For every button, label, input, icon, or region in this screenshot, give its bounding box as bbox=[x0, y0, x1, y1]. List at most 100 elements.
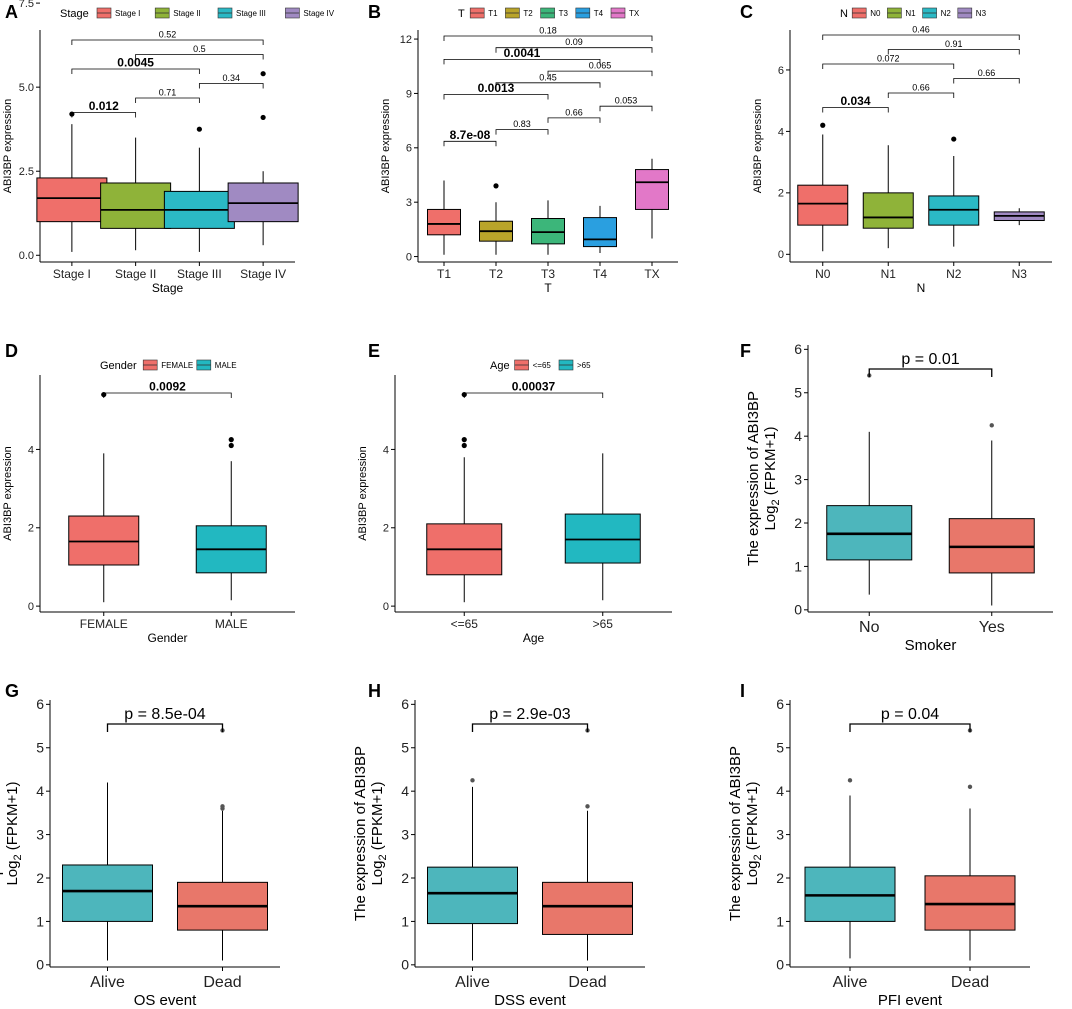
p-value-label: 0.83 bbox=[513, 119, 531, 129]
panel-letter: G bbox=[5, 681, 19, 701]
box-stage-i bbox=[36, 111, 108, 252]
legend-label: T1 bbox=[488, 9, 498, 18]
box-n1 bbox=[862, 145, 914, 249]
significance-bracket: 0.66 bbox=[887, 83, 955, 98]
bracket-line bbox=[135, 97, 200, 103]
significance-bracket: 0.18 bbox=[443, 26, 653, 41]
outlier-point bbox=[196, 126, 202, 132]
units-subscript: 2 bbox=[12, 854, 24, 860]
p-value-label: 0.66 bbox=[565, 107, 583, 117]
bracket-line bbox=[135, 54, 264, 60]
y-tick-label: 2 bbox=[28, 523, 34, 535]
p-value-label: 0.012 bbox=[89, 99, 119, 113]
legend-label: T4 bbox=[594, 9, 604, 18]
legend-label: MALE bbox=[215, 361, 237, 370]
box-iqr bbox=[635, 169, 669, 210]
x-tick-label: T2 bbox=[489, 267, 503, 281]
legend-label: >65 bbox=[577, 361, 591, 370]
panel-letter: C bbox=[740, 2, 753, 22]
y-axis-label: ABI3BP expression bbox=[2, 99, 14, 194]
legend-item: MALE bbox=[196, 359, 237, 371]
legend-item: T2 bbox=[505, 7, 533, 19]
box-t1 bbox=[427, 180, 461, 255]
bracket-line bbox=[547, 117, 601, 123]
p-value-label: 0.072 bbox=[877, 54, 900, 64]
significance-bracket: 0.5 bbox=[135, 44, 264, 60]
significance-bracket: 0.45 bbox=[495, 72, 601, 88]
box-male bbox=[195, 437, 267, 601]
bracket-line bbox=[868, 368, 993, 377]
y-tick-label: 2 bbox=[383, 523, 389, 535]
x-axis-label: T bbox=[544, 281, 552, 295]
y-tick-label: 1 bbox=[36, 913, 44, 929]
box-t2 bbox=[479, 183, 513, 255]
legend-item: N0 bbox=[851, 7, 881, 19]
legend-label: N0 bbox=[870, 9, 881, 18]
y-tick-label: 6 bbox=[406, 143, 412, 155]
x-axis-label: PFI event bbox=[878, 992, 943, 1009]
y-tick-label: 9 bbox=[406, 88, 412, 100]
legend-label: Stage IV bbox=[303, 9, 334, 18]
outlier-point bbox=[220, 804, 225, 809]
y-tick-label: 12 bbox=[400, 34, 412, 46]
box-iqr bbox=[68, 515, 140, 566]
legend-title: Stage bbox=[60, 8, 89, 20]
significance-bracket: 0.0045 bbox=[71, 56, 200, 74]
y-axis-label: The expression of ABI3BP bbox=[0, 746, 4, 921]
x-tick-label: N3 bbox=[1012, 267, 1028, 281]
units-prefix: Log bbox=[4, 861, 21, 886]
x-tick-label: MALE bbox=[215, 617, 248, 631]
box-yes bbox=[948, 423, 1035, 606]
bracket-line bbox=[495, 47, 653, 53]
p-value-label: 0.065 bbox=[589, 61, 612, 71]
x-tick-label: TX bbox=[644, 267, 659, 281]
significance-bracket: 0.46 bbox=[822, 25, 1020, 40]
box-t3 bbox=[531, 200, 565, 255]
significance-bracket: 0.072 bbox=[822, 54, 955, 69]
y-tick-label: 6 bbox=[794, 341, 802, 357]
y-tick-label: 5 bbox=[401, 740, 409, 756]
x-axis-label: Age bbox=[523, 631, 545, 645]
legend-item: N1 bbox=[887, 7, 916, 19]
box-alive bbox=[427, 778, 518, 961]
legend-label: T3 bbox=[559, 9, 569, 18]
x-tick-label: T3 bbox=[541, 267, 555, 281]
y-axis-label-units: Log2 (FPKM+1) bbox=[744, 781, 764, 885]
bracket-line bbox=[887, 49, 1020, 55]
y-tick-label: 6 bbox=[776, 696, 784, 712]
legend-item: Stage I bbox=[96, 7, 140, 19]
legend-label: N2 bbox=[941, 9, 952, 18]
box--65 bbox=[564, 453, 641, 601]
p-value-label: 0.71 bbox=[159, 88, 177, 98]
bracket-line bbox=[495, 82, 601, 88]
y-tick-label: 6 bbox=[401, 696, 409, 712]
outlier-point bbox=[470, 778, 475, 783]
p-value-label: 0.0092 bbox=[149, 380, 186, 394]
y-axis-label: ABI3BP expression bbox=[2, 446, 14, 541]
box-iqr bbox=[531, 218, 565, 245]
bracket-line bbox=[71, 68, 200, 74]
outlier-point bbox=[461, 442, 467, 449]
significance-bracket: 0.053 bbox=[599, 96, 653, 112]
box-dead bbox=[177, 728, 268, 961]
bracket-line bbox=[822, 107, 889, 113]
y-tick-label: 2 bbox=[776, 870, 784, 886]
y-tick-label: 0.0 bbox=[19, 250, 34, 262]
x-tick-label: T1 bbox=[437, 267, 451, 281]
p-value-label: p = 0.04 bbox=[881, 706, 939, 723]
legend-item: >65 bbox=[558, 359, 591, 371]
significance-bracket: 0.0013 bbox=[443, 81, 549, 100]
legend-label: N1 bbox=[905, 9, 916, 18]
box-stage-iii bbox=[163, 126, 235, 252]
y-tick-label: 4 bbox=[36, 783, 44, 799]
y-tick-label: 2 bbox=[401, 870, 409, 886]
outlier-point bbox=[228, 442, 234, 449]
x-tick-label: Alive bbox=[90, 974, 125, 991]
p-value-label: 0.18 bbox=[539, 26, 557, 36]
legend-item: T1 bbox=[469, 7, 498, 19]
y-tick-label: 4 bbox=[383, 444, 389, 456]
significance-bracket: 0.34 bbox=[198, 73, 264, 89]
